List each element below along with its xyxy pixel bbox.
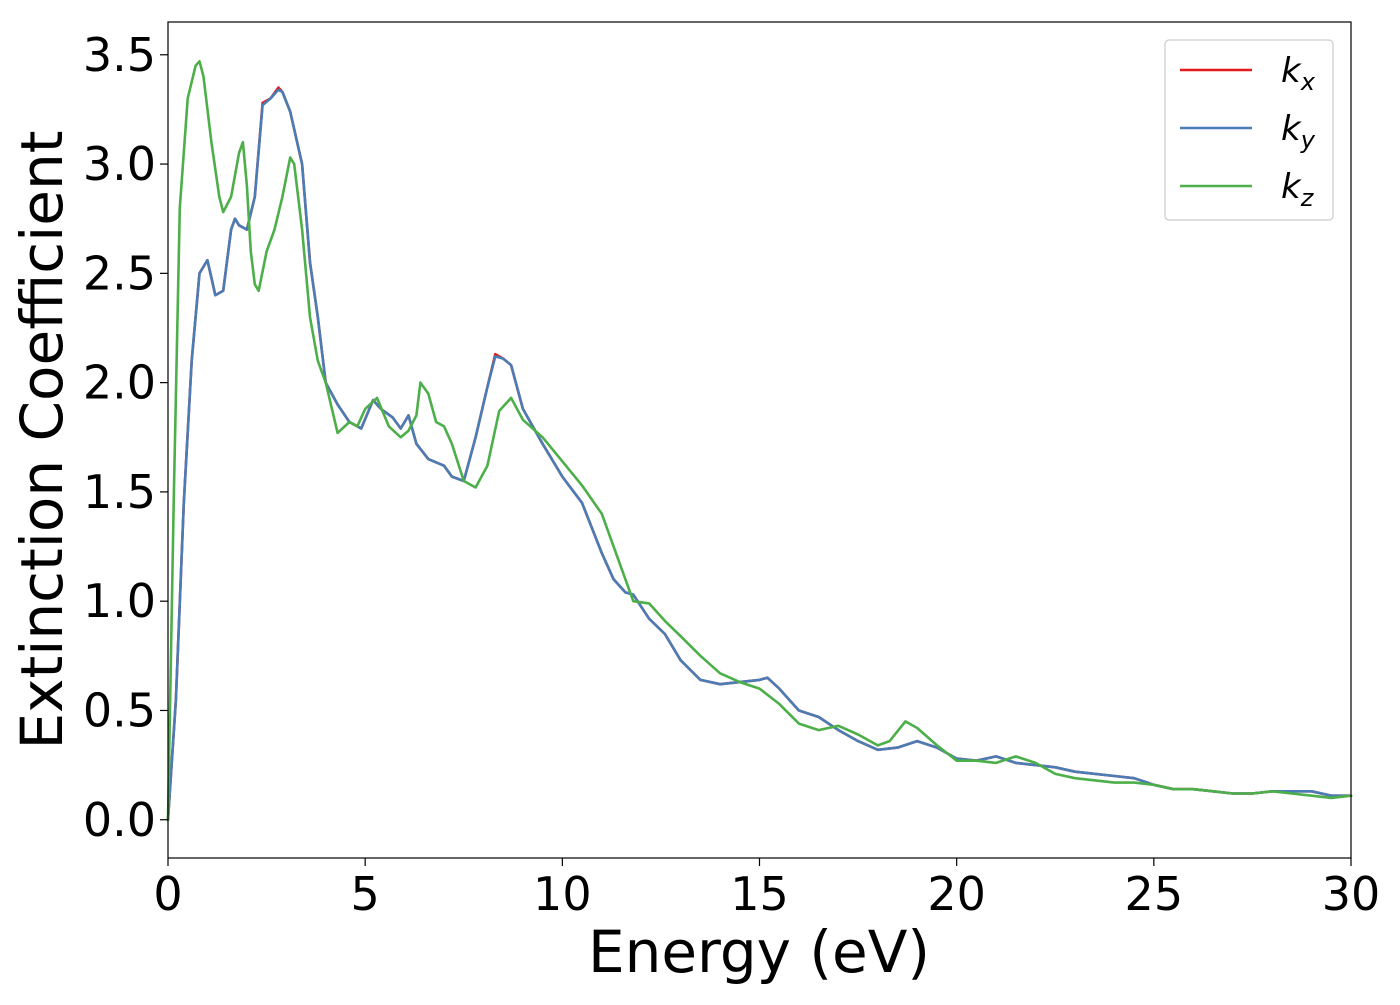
legend-box (1164, 39, 1334, 221)
y-tick-label: 1.5 (83, 465, 156, 519)
x-tick-label: 5 (351, 867, 380, 921)
legend-label-kx: kx (1281, 51, 1316, 96)
x-tick-label: 0 (153, 867, 182, 921)
series-line-kz (166, 59, 1353, 822)
legend-label-ky: ky (1281, 109, 1316, 154)
x-tick-label: 25 (1125, 867, 1184, 921)
y-tick-label: 1.0 (83, 574, 156, 628)
y-tick-label: 0.5 (83, 683, 156, 737)
legend: kx ky kz (1164, 39, 1334, 221)
x-axis-title: Energy (eV) (588, 918, 930, 986)
y-axis-title: Extinction Coefficient (8, 131, 76, 750)
series-line-ky (166, 88, 1353, 822)
x-axis: 0 5 10 15 20 25 30 (153, 858, 1380, 921)
x-tick-label: 20 (927, 867, 986, 921)
y-tick-label: 2.5 (83, 246, 156, 300)
legend-label-kz: kz (1281, 167, 1315, 212)
y-tick-label: 0.0 (83, 793, 156, 847)
x-tick-label: 10 (533, 867, 592, 921)
y-tick-label: 3.0 (83, 137, 156, 191)
x-tick-label: 15 (730, 867, 789, 921)
series-layer (166, 59, 1353, 822)
y-tick-label: 2.0 (83, 356, 156, 410)
y-tick-label: 3.5 (83, 28, 156, 82)
x-tick-label: 30 (1322, 867, 1381, 921)
y-axis: 0.0 0.5 1.0 1.5 2.0 2.5 3.0 3.5 (83, 28, 168, 847)
